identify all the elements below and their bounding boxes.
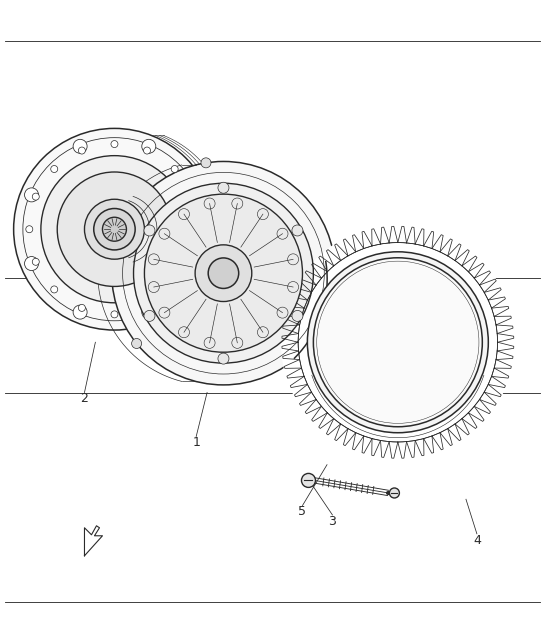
Circle shape xyxy=(14,128,215,330)
Circle shape xyxy=(25,257,39,271)
Circle shape xyxy=(112,161,335,385)
Circle shape xyxy=(78,305,86,311)
Circle shape xyxy=(111,141,118,148)
Text: 1: 1 xyxy=(192,436,200,449)
Circle shape xyxy=(292,225,303,236)
Circle shape xyxy=(144,194,302,352)
Circle shape xyxy=(171,286,178,293)
Circle shape xyxy=(32,258,39,265)
Circle shape xyxy=(389,488,399,498)
Circle shape xyxy=(102,217,126,241)
Circle shape xyxy=(218,353,229,364)
Circle shape xyxy=(84,199,144,259)
Circle shape xyxy=(171,166,178,173)
Circle shape xyxy=(323,308,333,318)
Circle shape xyxy=(25,188,39,202)
Circle shape xyxy=(196,225,203,233)
Circle shape xyxy=(32,193,39,200)
Circle shape xyxy=(292,310,303,322)
Text: 2: 2 xyxy=(81,392,88,405)
Text: 3: 3 xyxy=(329,515,336,528)
Circle shape xyxy=(142,305,156,319)
Circle shape xyxy=(190,258,197,265)
Polygon shape xyxy=(84,526,102,556)
Circle shape xyxy=(281,225,515,459)
Circle shape xyxy=(307,252,488,433)
Circle shape xyxy=(142,139,156,153)
Circle shape xyxy=(41,156,188,303)
Circle shape xyxy=(143,305,150,311)
Circle shape xyxy=(111,311,118,318)
Circle shape xyxy=(143,147,150,154)
Circle shape xyxy=(195,245,252,301)
Text: 5: 5 xyxy=(299,506,306,518)
Circle shape xyxy=(132,338,142,349)
Circle shape xyxy=(51,286,58,293)
Circle shape xyxy=(57,172,172,286)
Circle shape xyxy=(190,193,197,200)
Circle shape xyxy=(26,225,33,233)
Circle shape xyxy=(218,182,229,193)
Circle shape xyxy=(78,147,86,154)
Circle shape xyxy=(313,257,482,427)
Circle shape xyxy=(190,188,204,202)
Circle shape xyxy=(201,158,211,168)
Circle shape xyxy=(73,139,87,153)
Text: 4: 4 xyxy=(473,534,481,546)
Circle shape xyxy=(134,183,313,363)
Circle shape xyxy=(144,225,155,236)
Circle shape xyxy=(190,257,204,271)
Circle shape xyxy=(51,166,58,173)
Circle shape xyxy=(301,474,316,487)
Circle shape xyxy=(144,310,155,322)
Circle shape xyxy=(73,305,87,319)
Circle shape xyxy=(208,258,239,288)
Circle shape xyxy=(94,208,135,250)
